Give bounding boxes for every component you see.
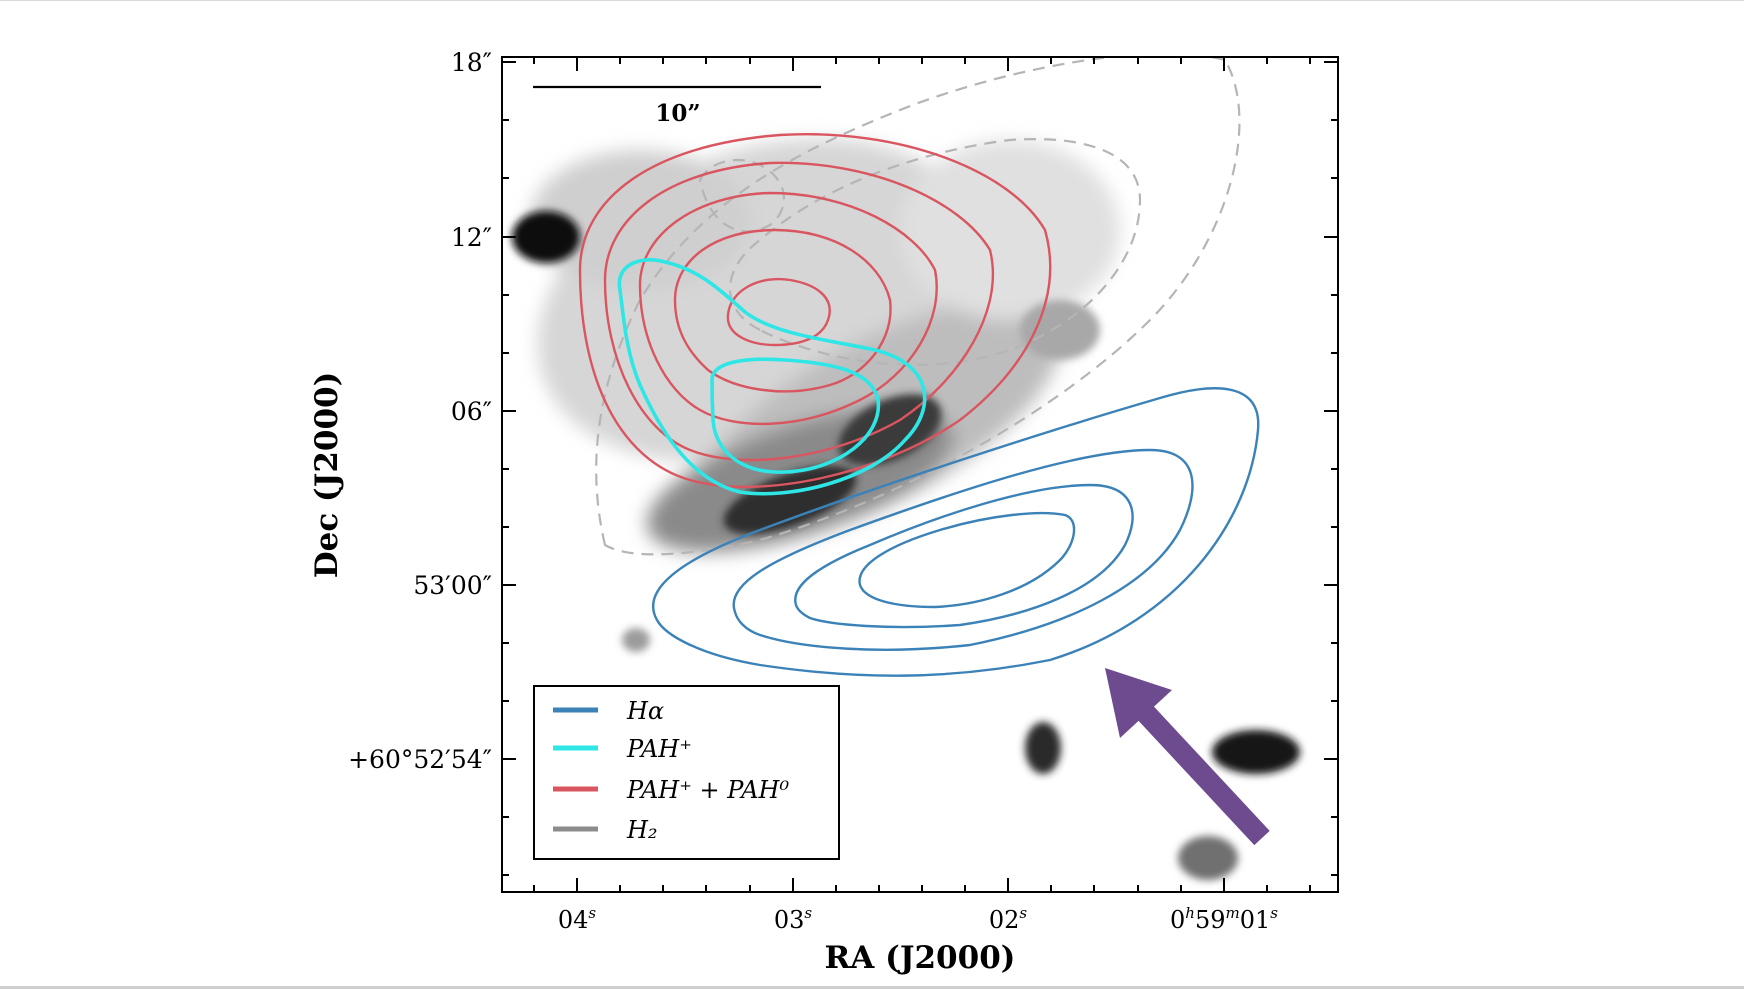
halpha-contours <box>651 387 1260 677</box>
pah-total-contour-3 <box>638 191 938 426</box>
legend: Hα PAH⁺ PAH⁺ + PAH⁰ H₂ <box>533 685 840 860</box>
legend-label-halpha: Hα <box>626 697 664 725</box>
y-tick-label: 53′00″ <box>413 571 492 600</box>
x-tick-label: 03s <box>774 904 813 934</box>
plot-frame <box>501 56 1339 893</box>
scale-bar: 10” <box>533 85 821 127</box>
pah-plus-contours <box>617 258 927 496</box>
halpha-contour-3 <box>794 483 1134 629</box>
scale-bar-label: 10” <box>655 100 700 127</box>
tick-marks <box>502 57 1338 892</box>
pah-plus-contour-outer <box>617 258 927 496</box>
h2-contours <box>595 57 1241 556</box>
pah-total-contour-1 <box>578 133 1052 489</box>
x-tick-label: 04s <box>558 904 597 934</box>
halpha-contour-1 <box>651 387 1260 677</box>
pah-total-contour-5 <box>726 277 831 347</box>
h2-contour-inner <box>698 158 785 233</box>
pah-total-contour-4 <box>673 228 892 393</box>
y-tick-labels: 18″ 12″ 06″ 53′00″ +60°52′54″ <box>348 48 492 774</box>
pah-plus-contour-inner <box>710 357 881 474</box>
halpha-contour-4 <box>858 511 1076 609</box>
top-border <box>0 0 1744 1</box>
h2-contour-middle <box>728 138 1142 366</box>
pah-total-contour-2 <box>603 161 995 462</box>
bottom-border <box>0 986 1744 989</box>
y-tick-label: +60°52′54″ <box>348 745 492 774</box>
legend-label-h2: H₂ <box>626 816 658 844</box>
y-tick-label: 12″ <box>451 223 492 252</box>
x-axis-label: RA (J2000) <box>825 940 1016 976</box>
y-axis-label: Dec (J2000) <box>309 372 345 579</box>
h2-contour-outer <box>595 57 1241 556</box>
y-tick-label: 18″ <box>451 48 492 77</box>
x-tick-label: 02s <box>989 904 1028 934</box>
pah-total-contours <box>578 133 1052 489</box>
halpha-contour-2 <box>732 448 1194 651</box>
y-tick-label: 06″ <box>451 397 492 426</box>
x-tick-label: 0h59m01s <box>1170 904 1278 934</box>
direction-arrow <box>1105 668 1270 846</box>
x-tick-labels: 04s 03s 02s 0h59m01s <box>558 904 1278 934</box>
legend-label-pah-total: PAH⁺ + PAH⁰ <box>626 776 789 804</box>
legend-label-pah-plus: PAH⁺ <box>626 735 692 763</box>
